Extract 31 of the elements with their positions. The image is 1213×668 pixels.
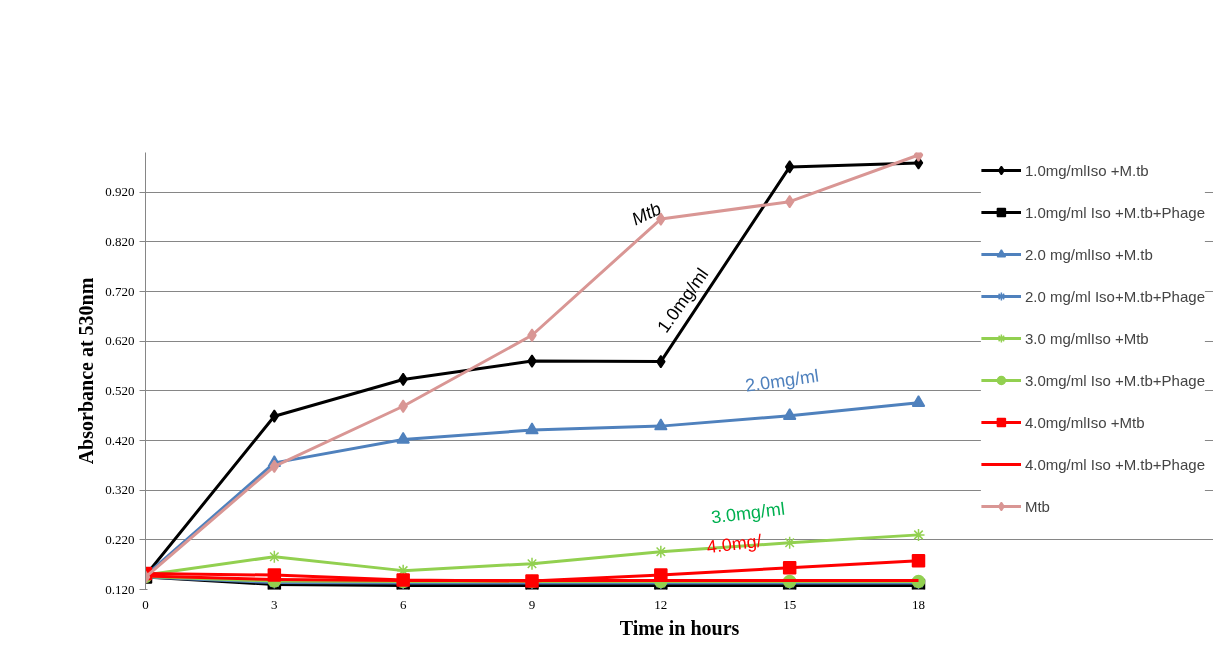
y-tick-label: 0.720 [105,283,135,299]
annotation: Mtb [628,198,665,230]
legend-label: 2.0 mg/ml Iso+M.tb+Phage [1024,287,1205,305]
legend-label: 3.0 mg/mlIso +Mtb [1024,329,1149,347]
legend-label: 1.0mg/mlIso +M.tb [1024,161,1149,179]
legend-label: 2.0 mg/mlIso +M.tb [1024,245,1153,263]
legend-label: 4.0mg/mlIso +Mtb [1024,413,1145,431]
y-tick-label: 0.320 [105,482,135,498]
x-axis-title: Time in hours [619,616,740,639]
y-tick-label: 0.120 [105,581,135,597]
y-axis-title: Absorbance at 530nm [75,277,98,465]
x-tick-label: 3 [271,596,278,612]
legend-label: Mtb [1024,497,1051,515]
legend-label: 1.0mg/ml Iso +M.tb+Phage [1024,203,1205,221]
y-tick-label: 0.220 [105,531,135,547]
y-tick-label: 0.820 [105,233,135,249]
annotation: 4.0mg/ [705,530,763,558]
x-tick-label: 0 [142,596,149,612]
y-tick-label: 0.920 [105,184,135,200]
y-tick-label: 0.420 [105,432,135,448]
annotation: 2.0mg/ml [743,365,821,396]
x-tick-label: 12 [654,596,668,612]
x-tick-label: 15 [783,596,797,612]
y-tick-label: 0.520 [105,382,135,398]
x-tick-label: 18 [912,596,925,612]
legend-label: 4.0mg/ml Iso +M.tb+Phage [1024,455,1205,473]
x-tick-label: 6 [399,596,407,612]
y-tick-label: 0.620 [105,333,135,349]
annotation: 3.0mg/ml [709,498,786,528]
x-tick-label: 9 [528,596,536,612]
legend-label: 3.0mg/ml Iso +M.tb+Phage [1024,371,1205,389]
